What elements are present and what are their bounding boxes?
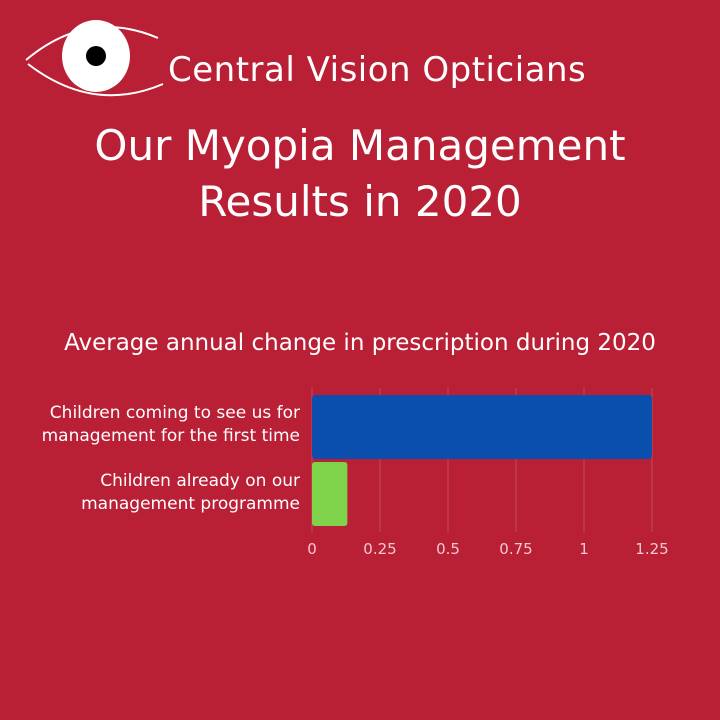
category-label-line: Children already on our bbox=[100, 471, 300, 491]
x-tick-label: 0.75 bbox=[499, 540, 532, 558]
x-tick-label: 0.5 bbox=[436, 540, 460, 558]
bar-first-time bbox=[312, 395, 652, 459]
category-label-line: Children coming to see us for bbox=[49, 403, 300, 423]
bar-programme bbox=[312, 462, 348, 526]
title-line-2: Results in 2020 bbox=[198, 177, 522, 226]
x-tick-label: 1.25 bbox=[635, 540, 668, 558]
category-label-programme: Children already on our management progr… bbox=[0, 470, 300, 516]
category-label-line: management for the first time bbox=[41, 426, 300, 446]
category-label-line: management programme bbox=[81, 494, 300, 514]
brand-logo: Central Vision Opticians bbox=[18, 14, 698, 114]
x-tick-label: 1 bbox=[579, 540, 589, 558]
eye-icon bbox=[25, 20, 164, 97]
page-title: Our Myopia Management Results in 2020 bbox=[0, 118, 720, 230]
category-label-first-time: Children coming to see us for management… bbox=[0, 402, 300, 448]
x-tick-label: 0.25 bbox=[363, 540, 396, 558]
brand-name: Central Vision Opticians bbox=[168, 50, 587, 90]
chart-title: Average annual change in prescription du… bbox=[64, 330, 656, 356]
x-tick-label: 0 bbox=[307, 540, 317, 558]
title-line-1: Our Myopia Management bbox=[94, 121, 626, 170]
